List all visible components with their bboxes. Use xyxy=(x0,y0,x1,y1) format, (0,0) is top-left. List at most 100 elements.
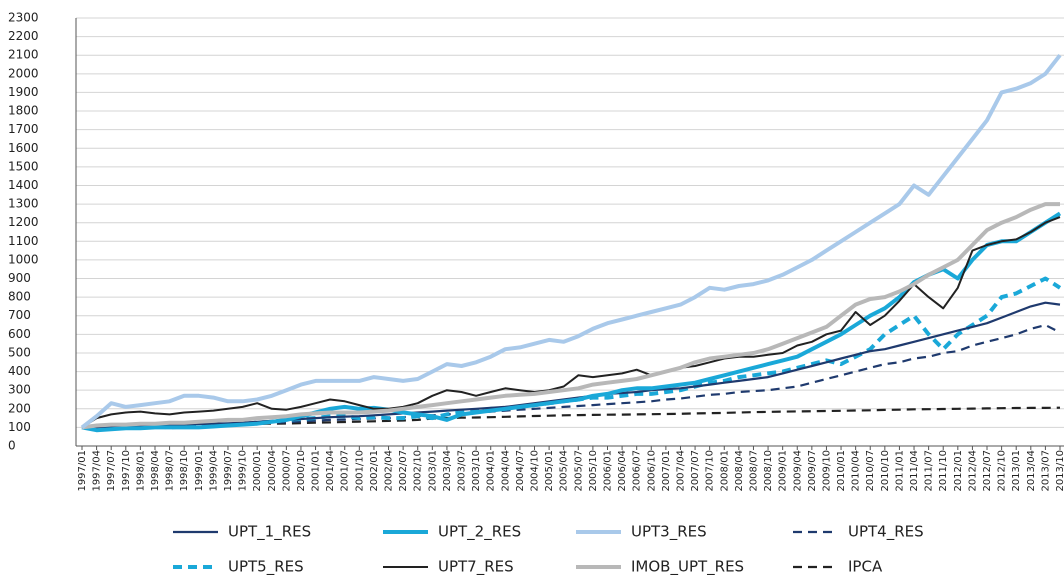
legend-label: UPT7_RES xyxy=(438,558,514,577)
x-tick-label: 2004/04 xyxy=(500,450,511,492)
x-tick-label: 2012/10 xyxy=(997,450,1008,492)
x-tick-label: 2003/01 xyxy=(427,450,438,492)
x-tick-label: 2000/04 xyxy=(267,450,278,492)
series-line xyxy=(81,211,1062,433)
x-tick-label: 1999/01 xyxy=(194,450,205,492)
y-tick-label: 1000 xyxy=(8,252,39,266)
x-tick-label: 1997/01 xyxy=(77,450,88,492)
x-tick-label: 1999/10 xyxy=(238,450,249,492)
x-tick-label: 2001/01 xyxy=(311,450,322,492)
legend-label: IMOB_UPT_RES xyxy=(631,558,744,577)
x-tick-label: 1999/07 xyxy=(223,450,234,492)
x-tick-label: 1997/10 xyxy=(121,450,132,492)
series-line xyxy=(81,276,1062,431)
x-tick-label: 2008/07 xyxy=(748,450,759,492)
x-tick-label: 2005/04 xyxy=(559,450,570,492)
x-tick-label: 2011/10 xyxy=(938,450,949,492)
x-tick-label: 2007/04 xyxy=(675,450,686,492)
x-tick-label: 2007/10 xyxy=(705,450,716,492)
x-tick-label: 1997/07 xyxy=(106,450,117,492)
x-tick-label: 2009/01 xyxy=(778,450,789,492)
x-tick-label: 2003/04 xyxy=(442,450,453,492)
x-tick-label: 2005/10 xyxy=(588,450,599,492)
x-tick-label: 2008/04 xyxy=(734,450,745,492)
x-tick-label: 1998/07 xyxy=(165,450,176,492)
y-tick-label: 400 xyxy=(8,364,31,378)
y-tick-label: 300 xyxy=(8,383,31,397)
y-tick-label: 900 xyxy=(8,271,31,285)
x-tick-label: 2012/04 xyxy=(967,450,978,492)
x-tick-label: 2004/10 xyxy=(530,450,541,492)
x-tick-label: 2000/01 xyxy=(252,450,263,492)
x-tick-label: 2004/07 xyxy=(515,450,526,492)
x-tick-label: 2006/01 xyxy=(602,450,613,492)
x-tick-label: 2013/07 xyxy=(1040,450,1051,492)
x-tick-label: 2002/07 xyxy=(398,450,409,492)
y-tick-label: 2100 xyxy=(8,48,39,62)
y-tick-label: 600 xyxy=(8,327,31,341)
x-tick-label: 1998/04 xyxy=(150,450,161,492)
x-tick-label: 2009/10 xyxy=(821,450,832,492)
x-tick-label: 2005/07 xyxy=(573,450,584,492)
x-tick-label: 2004/01 xyxy=(486,450,497,492)
x-tick-label: 2011/01 xyxy=(894,450,905,492)
x-tick-label: 1999/04 xyxy=(208,450,219,492)
legend-label: UPT_1_RES xyxy=(228,523,311,542)
x-tick-label: 2009/07 xyxy=(807,450,818,492)
y-tick-label: 800 xyxy=(8,290,31,304)
y-tick-label: 1400 xyxy=(8,178,39,192)
x-tick-label: 2010/10 xyxy=(880,450,891,492)
x-tick-label: 2008/10 xyxy=(763,450,774,492)
x-tick-label: 2003/10 xyxy=(471,450,482,492)
x-tick-label: 2006/10 xyxy=(646,450,657,492)
y-tick-label: 1600 xyxy=(8,141,39,155)
y-tick-label: 1900 xyxy=(8,85,39,99)
y-tick-label: 1500 xyxy=(8,159,39,173)
x-tick-label: 2005/01 xyxy=(544,450,555,492)
y-tick-label: 700 xyxy=(8,308,31,322)
x-tick-label: 2009/04 xyxy=(792,450,803,492)
x-tick-label: 2011/04 xyxy=(909,450,920,492)
y-tick-label: 2200 xyxy=(8,29,39,43)
x-tick-label: 1997/04 xyxy=(92,450,103,492)
y-tick-label: 1800 xyxy=(8,104,39,118)
y-tick-label: 1200 xyxy=(8,215,39,229)
legend-label: UPT3_RES xyxy=(631,523,707,542)
series-line xyxy=(81,216,1061,429)
x-tick-label: 2011/07 xyxy=(924,450,935,492)
y-tick-label: 100 xyxy=(8,420,31,434)
x-tick-label: 2008/01 xyxy=(719,450,730,492)
x-tick-label: 2001/04 xyxy=(325,450,336,492)
series-line xyxy=(81,202,1060,430)
legend-label: UPT4_RES xyxy=(848,523,924,542)
x-tick-label: 2006/04 xyxy=(617,450,628,492)
x-tick-label: 2013/10 xyxy=(1055,450,1064,492)
x-tick-label: 2000/10 xyxy=(296,450,307,492)
y-tick-label: 2000 xyxy=(8,66,39,80)
x-tick-label: 2006/07 xyxy=(632,450,643,492)
x-tick-label: 2001/10 xyxy=(354,450,365,492)
x-tick-label: 2002/04 xyxy=(384,450,395,492)
y-tick-label: 2300 xyxy=(8,11,39,25)
x-tick-label: 1998/01 xyxy=(135,450,146,492)
x-tick-label: 2007/07 xyxy=(690,450,701,492)
y-tick-label: 0 xyxy=(8,439,16,453)
x-tick-label: 1998/10 xyxy=(179,450,190,492)
x-tick-label: 2012/01 xyxy=(953,450,964,492)
y-tick-label: 1700 xyxy=(8,122,39,136)
y-tick-label: 1100 xyxy=(8,234,39,248)
legend-label: UPT5_RES xyxy=(228,558,304,577)
x-tick-label: 2002/10 xyxy=(413,450,424,492)
legend-label: UPT_2_RES xyxy=(438,523,521,542)
x-tick-label: 2013/01 xyxy=(1011,450,1022,492)
x-tick-label: 2001/07 xyxy=(340,450,351,492)
x-tick-label: 2000/07 xyxy=(281,450,292,492)
series-line xyxy=(81,406,1061,429)
y-tick-label: 500 xyxy=(8,345,31,359)
x-tick-label: 2002/01 xyxy=(369,450,380,492)
x-tick-label: 2007/01 xyxy=(661,450,672,492)
x-tick-label: 2013/04 xyxy=(1026,450,1037,492)
x-tick-label: 2003/07 xyxy=(457,450,468,492)
y-tick-label: 200 xyxy=(8,401,31,415)
